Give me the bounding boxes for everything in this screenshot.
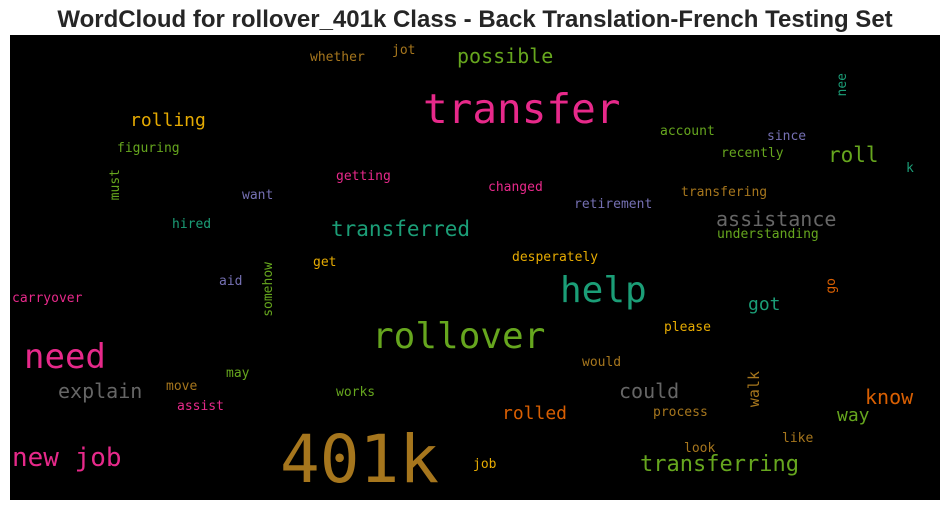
word-rolling: rolling bbox=[130, 110, 206, 131]
word-recently: recently bbox=[721, 146, 784, 161]
word-must: must bbox=[108, 169, 123, 201]
word-transferred: transferred bbox=[331, 217, 471, 241]
word-transferring: transferring bbox=[640, 452, 799, 477]
word-job: job bbox=[473, 457, 497, 472]
word-transfering: transfering bbox=[681, 185, 768, 200]
word-possible: possible bbox=[457, 44, 554, 68]
word-somehow: somehow bbox=[261, 262, 276, 317]
word-look: look bbox=[684, 441, 716, 456]
word-new-job: new job bbox=[12, 443, 122, 473]
word-jot: jot bbox=[392, 43, 416, 58]
word-rolled: rolled bbox=[502, 403, 568, 424]
word-get: get bbox=[313, 255, 337, 270]
word-would: would bbox=[582, 355, 622, 370]
word-transfer: transfer bbox=[423, 85, 621, 133]
word-could: could bbox=[619, 379, 680, 403]
word-figuring: figuring bbox=[117, 141, 180, 156]
word-carryover: carryover bbox=[12, 291, 83, 306]
word-assistance: assistance bbox=[716, 207, 837, 231]
word-way: way bbox=[837, 405, 870, 426]
word-need: need bbox=[24, 337, 106, 377]
word-help: help bbox=[560, 270, 647, 311]
word-nee: nee bbox=[835, 73, 850, 97]
word-rollover: rollover bbox=[372, 316, 546, 357]
word-please: please bbox=[664, 320, 711, 335]
word-got: got bbox=[748, 294, 781, 315]
word-walk: walk bbox=[745, 371, 763, 408]
word-retirement: retirement bbox=[574, 197, 653, 212]
word-understanding: understanding bbox=[717, 227, 819, 242]
word-want: want bbox=[242, 188, 274, 203]
word-works: works bbox=[336, 385, 376, 400]
word-account: account bbox=[660, 124, 715, 139]
word-k: k bbox=[906, 161, 914, 176]
wordcloud-canvas: 401k transfer help rollover need new job trans… bbox=[10, 35, 940, 500]
word-may: may bbox=[226, 366, 250, 381]
word-process: process bbox=[653, 405, 708, 420]
word-roll: roll bbox=[828, 143, 879, 167]
word-getting: getting bbox=[336, 169, 391, 184]
word-changed: changed bbox=[488, 180, 543, 195]
word-move: move bbox=[166, 379, 198, 394]
word-401k: 401k bbox=[280, 421, 439, 498]
word-know: know bbox=[865, 385, 914, 409]
word-aid: aid bbox=[219, 274, 243, 289]
word-go: go bbox=[824, 278, 839, 294]
word-desperately: desperately bbox=[512, 250, 599, 265]
word-explain: explain bbox=[58, 379, 143, 403]
word-since: since bbox=[767, 129, 807, 144]
word-hired: hired bbox=[172, 217, 212, 232]
chart-title: WordCloud for rollover_401k Class - Back… bbox=[57, 6, 893, 33]
word-like: like bbox=[782, 431, 814, 446]
word-assist: assist bbox=[177, 399, 224, 414]
word-whether: whether bbox=[310, 50, 365, 65]
